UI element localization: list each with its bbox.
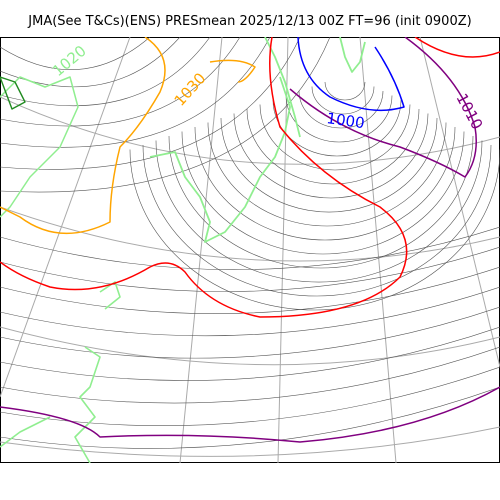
isobar-line xyxy=(324,81,366,101)
isobar-label-1000: 1000 xyxy=(325,109,365,132)
isobar-line xyxy=(246,108,420,185)
isobar-line xyxy=(0,37,241,127)
isobar-line xyxy=(0,226,500,270)
isobar-1030 xyxy=(0,37,166,235)
latitude-arc xyxy=(0,206,500,262)
isobar-line xyxy=(285,95,393,143)
isobar-line xyxy=(0,37,151,70)
isobar-line xyxy=(168,135,474,269)
coastline xyxy=(264,37,301,138)
isobar-1020 xyxy=(414,37,500,58)
major-isobars xyxy=(0,37,500,443)
isobar-line xyxy=(311,86,375,115)
isobar-line xyxy=(207,122,447,227)
isobar-line xyxy=(155,140,483,283)
isobar-line xyxy=(233,113,429,199)
pressure-map: 1000 1010 1030 1020 xyxy=(0,37,500,463)
coastline xyxy=(74,346,101,463)
graticule xyxy=(0,37,500,463)
thin-isobars xyxy=(0,37,500,449)
isobar-line xyxy=(298,90,384,129)
isobar-1000 xyxy=(297,37,405,112)
coastline xyxy=(99,281,121,310)
meridian-line xyxy=(359,37,397,463)
isobar-line xyxy=(0,346,500,404)
isobar-line xyxy=(0,37,301,170)
isobar-line xyxy=(142,144,492,297)
meridian-line xyxy=(0,37,131,398)
chart-title: JMA(See T&Cs)(ENS) PRESmean 2025/12/13 0… xyxy=(28,14,472,29)
isobar-line xyxy=(220,117,438,213)
coastline xyxy=(339,37,366,73)
meridian-line xyxy=(419,37,500,368)
isobar-line xyxy=(0,37,211,106)
isobar-line xyxy=(0,286,500,337)
isobar-line xyxy=(181,131,465,255)
isobar-1010 xyxy=(289,37,477,178)
isobar-line xyxy=(0,386,500,449)
isobar-1020 xyxy=(0,37,408,318)
coastline xyxy=(0,416,51,448)
map-frame xyxy=(0,37,500,463)
latitude-arc xyxy=(0,96,500,165)
isobar-line xyxy=(0,37,331,193)
isobar-line xyxy=(129,149,500,311)
latitude-arc xyxy=(0,326,500,366)
isobar-line xyxy=(0,306,500,359)
isobar-line xyxy=(259,104,411,171)
latitude-arc xyxy=(0,426,500,457)
isobar-line xyxy=(0,37,271,148)
isobar-line xyxy=(0,326,500,381)
isobar-line xyxy=(194,126,456,241)
isobar-1030 xyxy=(209,59,256,83)
meridian-line xyxy=(277,37,289,463)
coastline xyxy=(0,76,79,218)
meridian-line xyxy=(179,37,223,463)
isobar-1010 xyxy=(0,386,500,443)
coastline xyxy=(0,76,26,110)
isobar-line xyxy=(0,246,500,292)
isobar-line xyxy=(0,266,500,314)
